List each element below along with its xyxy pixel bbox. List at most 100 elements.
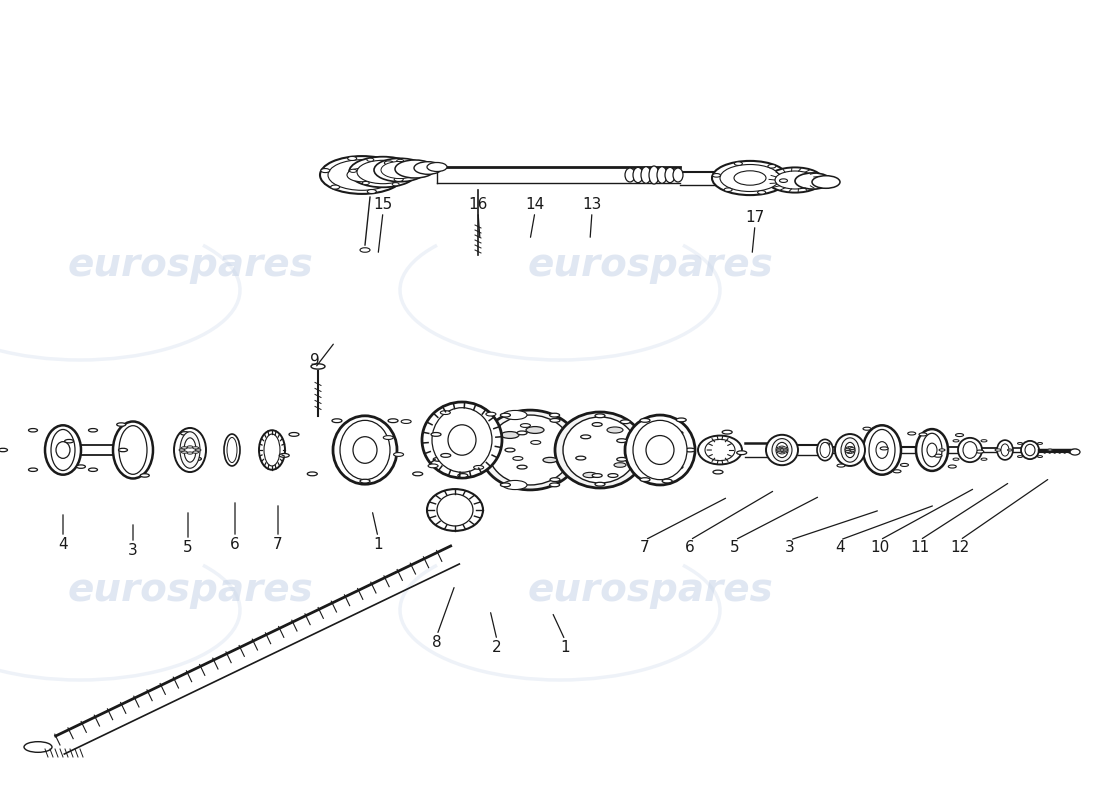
Ellipse shape: [383, 436, 394, 439]
Ellipse shape: [608, 474, 618, 478]
Ellipse shape: [458, 422, 468, 426]
Ellipse shape: [29, 429, 37, 432]
Ellipse shape: [958, 438, 982, 462]
Ellipse shape: [927, 443, 937, 457]
Ellipse shape: [397, 159, 404, 162]
Ellipse shape: [575, 456, 586, 460]
Ellipse shape: [1037, 442, 1043, 444]
Ellipse shape: [901, 463, 909, 466]
Ellipse shape: [776, 442, 788, 458]
Ellipse shape: [431, 433, 441, 436]
Ellipse shape: [1008, 449, 1012, 451]
Ellipse shape: [795, 173, 830, 189]
Ellipse shape: [332, 419, 342, 422]
Ellipse shape: [0, 448, 8, 452]
Ellipse shape: [409, 172, 417, 174]
Ellipse shape: [778, 447, 782, 449]
Ellipse shape: [358, 160, 409, 184]
Text: 8: 8: [432, 635, 442, 650]
Text: 2: 2: [492, 640, 502, 655]
Ellipse shape: [331, 185, 340, 189]
Ellipse shape: [441, 454, 451, 458]
Ellipse shape: [563, 417, 637, 483]
Ellipse shape: [640, 418, 650, 422]
Ellipse shape: [1018, 456, 1023, 458]
Text: 3: 3: [785, 540, 795, 555]
Ellipse shape: [617, 438, 627, 442]
Ellipse shape: [353, 437, 377, 463]
Ellipse shape: [500, 483, 510, 486]
Ellipse shape: [448, 425, 476, 455]
Text: 5: 5: [730, 540, 740, 555]
Ellipse shape: [402, 420, 411, 423]
Text: eurospares: eurospares: [527, 246, 773, 284]
Ellipse shape: [705, 439, 735, 461]
Ellipse shape: [847, 452, 852, 454]
Ellipse shape: [657, 166, 667, 183]
Ellipse shape: [846, 447, 851, 449]
Ellipse shape: [776, 171, 815, 189]
Ellipse shape: [837, 464, 845, 467]
Ellipse shape: [845, 449, 850, 450]
Ellipse shape: [141, 474, 150, 477]
Ellipse shape: [850, 450, 855, 451]
Ellipse shape: [996, 449, 1001, 451]
Text: 9: 9: [310, 353, 320, 368]
Ellipse shape: [550, 418, 560, 422]
Ellipse shape: [758, 190, 766, 194]
Ellipse shape: [962, 442, 977, 458]
Ellipse shape: [349, 157, 417, 187]
Ellipse shape: [388, 419, 398, 422]
Ellipse shape: [981, 458, 987, 460]
Ellipse shape: [333, 416, 397, 484]
Ellipse shape: [777, 449, 781, 451]
Ellipse shape: [918, 433, 927, 436]
Ellipse shape: [817, 439, 833, 461]
Ellipse shape: [864, 427, 871, 430]
Ellipse shape: [737, 451, 747, 454]
Ellipse shape: [437, 494, 473, 526]
Ellipse shape: [503, 481, 527, 490]
Ellipse shape: [224, 434, 240, 466]
Ellipse shape: [822, 442, 830, 446]
Ellipse shape: [780, 446, 784, 448]
Ellipse shape: [503, 410, 527, 419]
Ellipse shape: [685, 448, 695, 452]
Ellipse shape: [289, 433, 299, 436]
Ellipse shape: [119, 426, 147, 474]
Ellipse shape: [422, 402, 502, 478]
Ellipse shape: [934, 454, 942, 458]
Ellipse shape: [192, 457, 201, 461]
Ellipse shape: [360, 248, 370, 252]
Ellipse shape: [480, 410, 580, 490]
Ellipse shape: [530, 441, 541, 444]
Ellipse shape: [113, 422, 153, 478]
Ellipse shape: [427, 489, 483, 531]
Ellipse shape: [835, 434, 865, 466]
Ellipse shape: [846, 450, 850, 453]
Ellipse shape: [1021, 441, 1040, 459]
Ellipse shape: [778, 451, 782, 453]
Ellipse shape: [195, 449, 201, 451]
Ellipse shape: [381, 162, 419, 178]
Ellipse shape: [640, 478, 650, 482]
Text: eurospares: eurospares: [67, 246, 312, 284]
Ellipse shape: [258, 430, 285, 470]
Ellipse shape: [440, 410, 450, 414]
Ellipse shape: [641, 166, 651, 183]
Ellipse shape: [321, 169, 330, 173]
Ellipse shape: [428, 464, 438, 468]
Ellipse shape: [724, 188, 733, 191]
Ellipse shape: [916, 429, 948, 471]
Ellipse shape: [592, 474, 602, 478]
Ellipse shape: [264, 434, 280, 466]
Ellipse shape: [849, 451, 854, 453]
Ellipse shape: [393, 182, 399, 186]
Ellipse shape: [820, 442, 830, 458]
Ellipse shape: [698, 435, 742, 465]
Ellipse shape: [632, 167, 644, 182]
Ellipse shape: [893, 470, 901, 473]
Ellipse shape: [583, 472, 597, 478]
Ellipse shape: [433, 438, 443, 442]
Ellipse shape: [1037, 456, 1043, 458]
